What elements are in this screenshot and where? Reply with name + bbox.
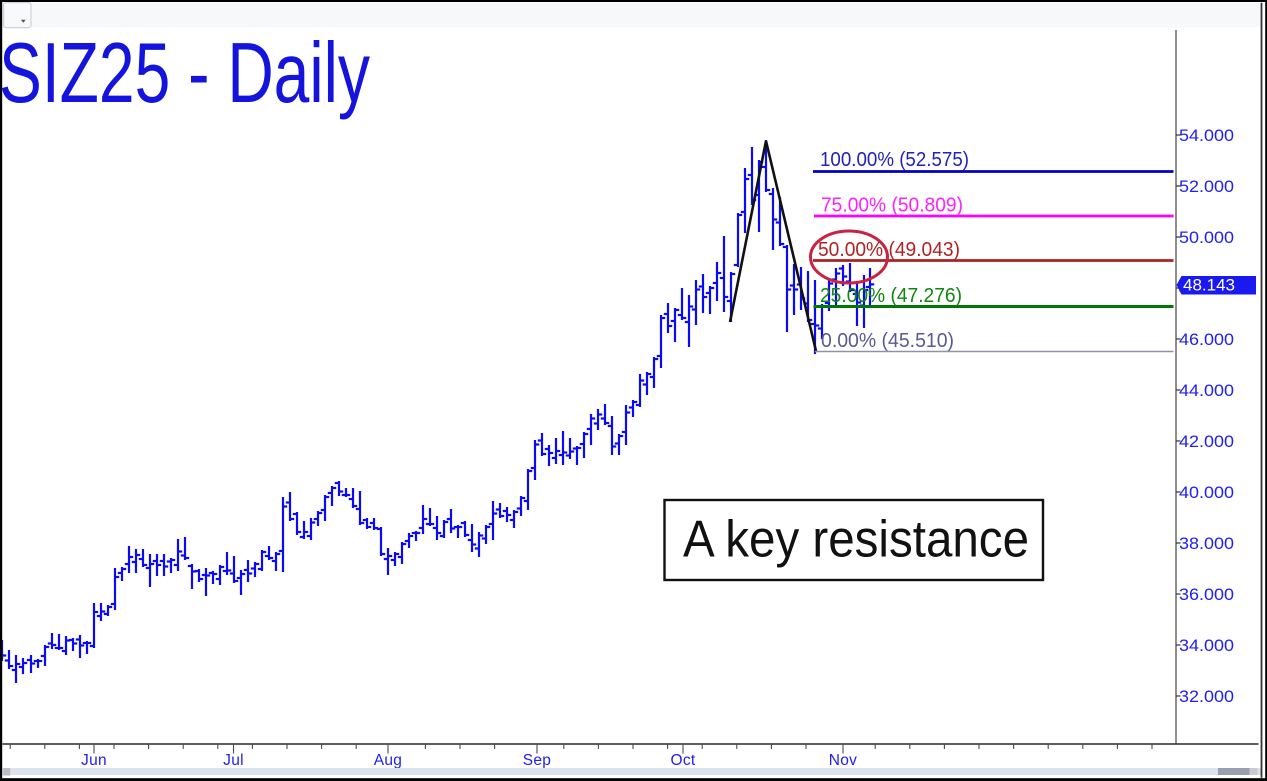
svg-text:34.000: 34.000 xyxy=(1179,636,1234,655)
svg-text:0.00% (45.510): 0.00% (45.510) xyxy=(821,330,954,352)
svg-text:SIZ25 - Daily: SIZ25 - Daily xyxy=(0,26,370,121)
svg-text:A key resistance: A key resistance xyxy=(683,511,1029,569)
svg-text:32.000: 32.000 xyxy=(1179,687,1234,706)
svg-text:100.00% (52.575): 100.00% (52.575) xyxy=(820,149,969,171)
svg-text:Jun: Jun xyxy=(81,752,107,769)
svg-text:50.00% (49.043): 50.00% (49.043) xyxy=(818,239,960,261)
svg-text:42.000: 42.000 xyxy=(1179,432,1234,451)
svg-text:46.000: 46.000 xyxy=(1179,330,1234,349)
svg-text:Sep: Sep xyxy=(523,752,551,769)
svg-text:38.000: 38.000 xyxy=(1179,534,1234,553)
svg-text:Jul: Jul xyxy=(223,752,244,769)
svg-text:Nov: Nov xyxy=(829,752,857,769)
svg-text:25.00% (47.276): 25.00% (47.276) xyxy=(820,285,962,307)
svg-text:75.00% (50.809): 75.00% (50.809) xyxy=(821,194,963,216)
svg-text:36.000: 36.000 xyxy=(1179,585,1234,604)
svg-text:52.000: 52.000 xyxy=(1179,177,1234,196)
svg-text:40.000: 40.000 xyxy=(1179,483,1234,502)
svg-text:54.000: 54.000 xyxy=(1179,126,1234,145)
svg-text:44.000: 44.000 xyxy=(1179,381,1234,400)
svg-text:48.143: 48.143 xyxy=(1183,276,1235,295)
svg-text:Aug: Aug xyxy=(374,752,402,769)
svg-text:50.000: 50.000 xyxy=(1179,228,1234,247)
svg-text:Oct: Oct xyxy=(670,752,695,769)
